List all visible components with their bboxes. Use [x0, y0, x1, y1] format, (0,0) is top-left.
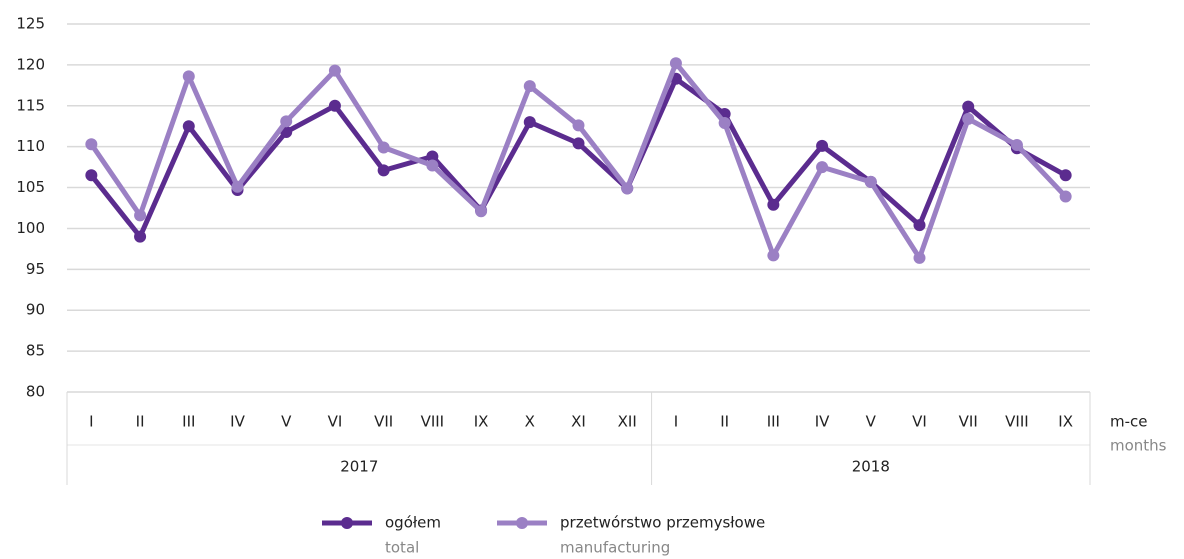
x-tick-label: VII: [374, 413, 393, 431]
x-tick-label: IV: [230, 413, 245, 431]
x-tick-label: II: [720, 413, 729, 431]
data-point: [621, 182, 634, 195]
y-tick-label: 95: [26, 260, 45, 278]
data-point: [182, 70, 195, 83]
data-point: [1059, 169, 1072, 182]
x-tick-label: II: [136, 413, 145, 431]
x-tick-label: IX: [1058, 413, 1073, 431]
data-point: [962, 100, 975, 113]
data-point: [913, 251, 926, 264]
x-tick-label: VI: [328, 413, 343, 431]
y-tick-label: 120: [16, 55, 45, 73]
legend-marker: [516, 517, 528, 529]
legend-label: przetwórstwo przemysłowe: [560, 514, 765, 532]
x-tick-label: VI: [912, 413, 927, 431]
data-point: [377, 164, 390, 177]
y-tick-label: 110: [16, 137, 45, 155]
data-point: [280, 115, 293, 128]
x-tick-label: V: [281, 413, 292, 431]
data-point: [377, 141, 390, 154]
group-label: 2017: [340, 458, 378, 476]
y-tick-label: 125: [16, 15, 45, 33]
legend-label: ogółem: [385, 514, 441, 532]
x-tick-label: X: [525, 413, 535, 431]
data-point: [1059, 190, 1072, 203]
x-tick-label: I: [674, 413, 678, 431]
x-tick-label: VIII: [1005, 413, 1029, 431]
y-tick-label: 115: [16, 96, 45, 114]
group-label: 2018: [852, 458, 890, 476]
legend-label-en: manufacturing: [560, 539, 670, 557]
data-point: [426, 159, 439, 172]
data-point: [475, 205, 488, 218]
data-point: [426, 150, 439, 163]
data-point: [523, 80, 536, 93]
data-point: [767, 198, 780, 211]
data-point: [669, 57, 682, 70]
x-tick-label: III: [182, 413, 195, 431]
data-point: [85, 169, 98, 182]
x-tick-label: V: [866, 413, 877, 431]
data-point: [134, 209, 147, 222]
y-tick-label: 85: [26, 342, 45, 360]
y-tick-label: 90: [26, 301, 45, 319]
y-tick-label: 80: [26, 383, 45, 401]
data-point: [328, 64, 341, 77]
x-tick-label: VIII: [421, 413, 445, 431]
data-point: [864, 175, 877, 188]
x-tick-label: IX: [474, 413, 489, 431]
data-point: [718, 116, 731, 129]
data-point: [134, 230, 147, 243]
series-line: [89, 76, 1067, 240]
data-point: [1010, 139, 1023, 152]
legend-marker: [341, 517, 353, 529]
data-point: [523, 116, 536, 129]
x-tick-label: XI: [571, 413, 586, 431]
x-tick-label: IV: [815, 413, 830, 431]
data-point: [328, 99, 341, 112]
x-tick-label: XII: [618, 413, 637, 431]
data-point: [816, 139, 829, 152]
data-point: [913, 219, 926, 232]
data-point: [767, 249, 780, 262]
x-tick-label: I: [89, 413, 93, 431]
data-point: [85, 138, 98, 151]
data-point: [572, 119, 585, 132]
data-point: [231, 180, 244, 193]
x-tick-label: III: [767, 413, 780, 431]
data-point: [816, 161, 829, 174]
y-tick-label: 105: [16, 178, 45, 196]
x-axis-label-en: months: [1110, 437, 1167, 455]
legend-label-en: total: [385, 539, 419, 557]
x-axis-label: m-ce: [1110, 413, 1148, 431]
data-point: [962, 112, 975, 125]
data-point: [182, 120, 195, 133]
y-tick-label: 100: [16, 219, 45, 237]
data-point: [572, 137, 585, 150]
x-tick-label: VII: [959, 413, 978, 431]
